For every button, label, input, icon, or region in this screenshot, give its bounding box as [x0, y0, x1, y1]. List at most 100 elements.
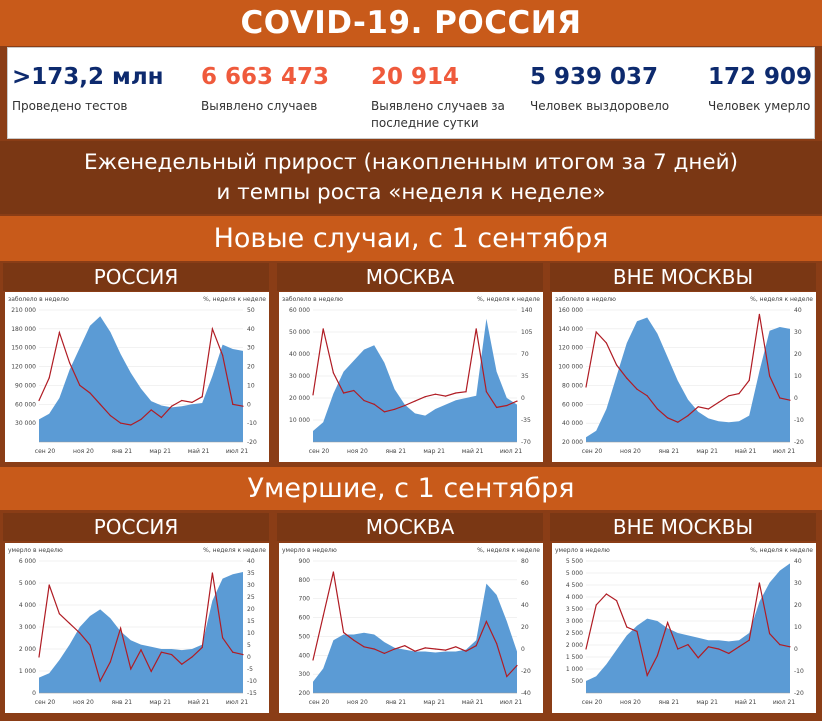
stats-panel: >173,2 млн Проведено тестов 6 663 473 Вы…	[7, 47, 815, 139]
y-tick-label: 200	[299, 690, 311, 697]
line-point	[687, 644, 689, 646]
y2-tick-label: 40	[794, 558, 802, 565]
line-point	[687, 415, 689, 417]
y-tick-label: 60 000	[15, 401, 36, 408]
line-point	[728, 395, 730, 397]
y-tick-label: 100 000	[558, 364, 583, 371]
line-point	[595, 604, 597, 606]
line-point	[312, 394, 314, 396]
line-point	[38, 656, 40, 658]
y-tick-label: 1 000	[566, 666, 583, 673]
line-point	[322, 328, 324, 330]
y-tick-label: 60 000	[562, 401, 583, 408]
chart-svg: умерло в неделю%, неделя к неделе2003004…	[282, 547, 540, 706]
y-axis-title: умерло в неделю	[8, 547, 63, 554]
y2-tick-label: 5	[247, 642, 251, 649]
y2-tick-label: 40	[247, 326, 255, 333]
line-point	[211, 328, 213, 330]
y-tick-label: 700	[299, 596, 311, 603]
series-area	[39, 572, 243, 693]
y2-tick-label: 0	[521, 646, 525, 653]
x-tick-label: июл 21	[773, 448, 796, 455]
series-area	[313, 583, 517, 693]
line-point	[99, 403, 101, 405]
y2-axis-title: %, неделя к неделе	[203, 296, 266, 303]
line-point	[343, 631, 345, 634]
line-point	[697, 657, 699, 659]
line-point	[201, 646, 203, 648]
x-tick-label: июл 21	[500, 448, 523, 455]
y2-tick-label: 15	[247, 618, 255, 625]
y2-tick-label: -20	[794, 690, 804, 697]
stat-daily: 20 914 Выявлено случаев за последние сут…	[371, 62, 511, 132]
line-point	[718, 401, 720, 403]
line-point	[322, 615, 324, 617]
x-tick-label: янв 21	[111, 699, 132, 706]
page-title: COVID-19. РОССИЯ	[0, 0, 822, 46]
y2-tick-label: 35	[247, 570, 255, 577]
line-point	[667, 417, 669, 419]
line-point	[424, 647, 426, 649]
line-point	[585, 386, 587, 388]
chart-outside-cases: заболело в неделю %, неделя к неделе 20 00…	[552, 292, 816, 462]
line-point	[516, 400, 518, 402]
y-tick-label: 3 000	[19, 624, 36, 631]
region-label-moscow-cases: МОСКВА	[277, 263, 543, 291]
x-tick-label: июл 21	[500, 699, 523, 706]
line-point	[595, 331, 597, 333]
y-tick-label: 150 000	[11, 345, 36, 352]
stat-tests: >173,2 млн Проведено тестов	[12, 62, 164, 115]
line-point	[646, 674, 648, 676]
line-point	[383, 411, 385, 413]
line-point	[707, 646, 709, 648]
y2-tick-label: 60	[521, 580, 529, 587]
line-point	[58, 613, 61, 615]
section-deaths-title: Умершие, с 1 сентября	[0, 467, 822, 510]
line-point	[434, 393, 436, 395]
y2-tick-label: 0	[794, 646, 798, 653]
stat-recovered: 5 939 037 Человек выздоровело	[530, 62, 669, 115]
line-point	[496, 642, 498, 645]
y2-tick-label: 20	[794, 351, 802, 358]
y2-axis-title: %, неделя к неделе	[750, 547, 813, 554]
y-tick-label: 0	[32, 690, 36, 697]
chart-svg: умерло в неделю %, неделя к неделе 500 1 00…	[555, 547, 813, 706]
x-tick-label: янв 21	[658, 448, 679, 455]
line-point	[738, 646, 740, 648]
x-tick-label: сен 20	[309, 699, 330, 706]
line-point	[656, 655, 658, 657]
y-tick-label: 20 000	[289, 395, 310, 402]
y-tick-label: 2 500	[566, 630, 583, 637]
line-point	[677, 648, 679, 650]
line-point	[48, 377, 50, 379]
x-tick-label: мар 21	[423, 699, 445, 706]
y2-tick-label: 20	[247, 364, 255, 371]
x-tick-label: сен 20	[582, 448, 603, 455]
y2-tick-label: 0	[247, 654, 251, 661]
y2-tick-label: 25	[247, 594, 255, 601]
line-point	[394, 648, 396, 650]
line-point	[728, 652, 730, 654]
line-point	[130, 424, 132, 426]
line-point	[445, 395, 447, 397]
stat-cases: 6 663 473 Выявлено случаев	[201, 62, 329, 115]
line-point	[646, 395, 648, 397]
line-point	[465, 391, 467, 393]
y-tick-label: 30 000	[289, 373, 310, 380]
line-point	[222, 637, 224, 639]
y-tick-label: 6 000	[19, 558, 36, 565]
y-axis-title: заболело в неделю	[8, 296, 69, 303]
line-point	[475, 645, 477, 647]
line-point	[191, 656, 193, 658]
x-tick-label: май 21	[188, 699, 210, 706]
x-tick-label: май 21	[462, 448, 484, 455]
y-tick-label: 160 000	[558, 307, 583, 314]
region-label-outside-deaths: ВНЕ МОСКВЫ	[550, 513, 816, 541]
y-tick-label: 80 000	[562, 382, 583, 389]
y-tick-label: 400	[299, 652, 311, 659]
chart-svg: умерло в неделю %, неделя к неделе 0 1 000 2…	[8, 547, 266, 706]
x-tick-label: янв 21	[658, 699, 679, 706]
line-point	[516, 664, 518, 667]
line-point	[232, 403, 234, 405]
x-tick-label: июл 21	[226, 699, 249, 706]
